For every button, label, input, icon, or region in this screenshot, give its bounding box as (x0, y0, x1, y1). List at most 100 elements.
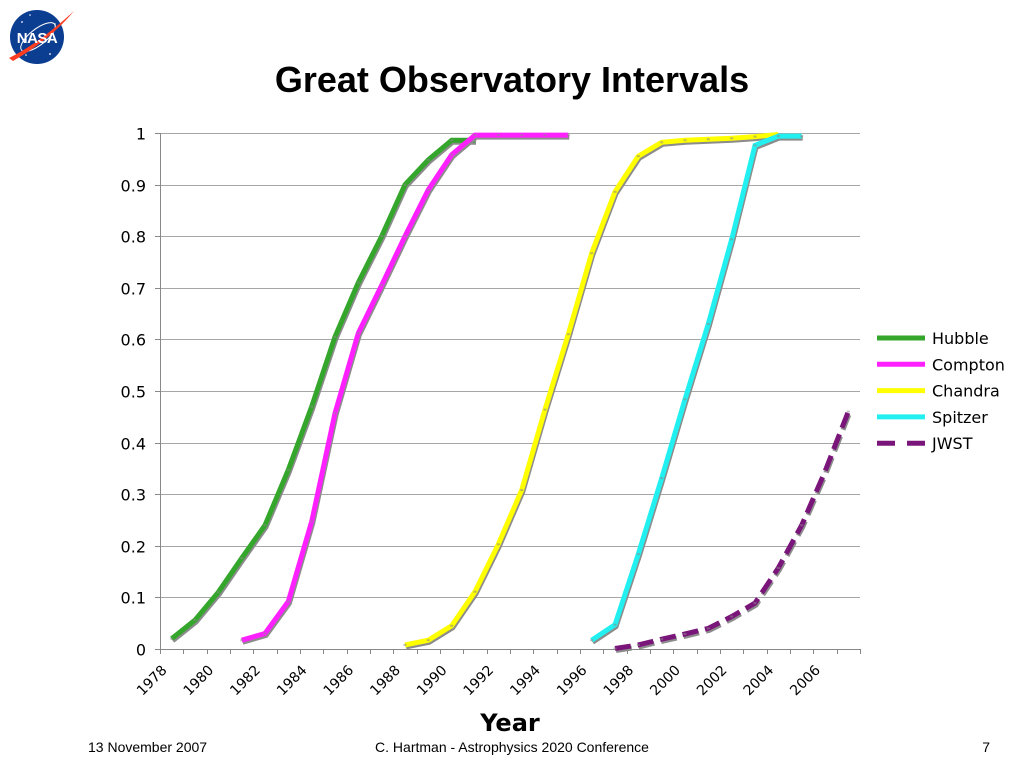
logo-star (49, 53, 51, 55)
data-point-compton-1994 (543, 134, 547, 137)
series-shadow-spitzer (591, 135, 803, 645)
series-compton (240, 132, 570, 645)
series-spitzer (590, 133, 804, 645)
data-point-compton-1995 (566, 134, 570, 137)
x-tick-label: 2006 (787, 662, 824, 699)
data-point-chandra-1993 (520, 489, 524, 492)
legend-item-spitzer: Spitzer (877, 408, 988, 427)
data-point-hubble-1984 (310, 405, 314, 408)
nasa-logo-icon: NASA (9, 10, 74, 64)
y-tick-label: 0.4 (121, 435, 146, 454)
y-tick-label: 0.1 (121, 589, 146, 608)
data-point-hubble-1988 (403, 183, 407, 186)
data-point-hubble-1981 (240, 557, 244, 560)
data-point-chandra-1988 (403, 643, 407, 646)
y-tick-label: 0 (136, 641, 146, 660)
series-line-spitzer (590, 133, 802, 643)
logo-star (54, 23, 56, 25)
series-line-hubble (170, 137, 475, 641)
data-point-chandra-1991 (473, 590, 477, 593)
data-point-chandra-1998 (636, 155, 640, 158)
data-point-spitzer-2003 (753, 144, 757, 147)
footer-date: 13 November 2007 (88, 739, 208, 755)
logo-star (21, 21, 23, 23)
data-point-compton-1986 (356, 332, 360, 335)
data-point-compton-1990 (450, 153, 454, 156)
data-point-spitzer-1997 (613, 623, 617, 626)
x-tick-label: 1996 (554, 662, 591, 699)
legend-label-compton: Compton (932, 355, 1005, 374)
data-point-spitzer-1999 (660, 477, 664, 480)
x-tick-label: 1992 (461, 663, 498, 700)
data-point-compton-1983 (286, 600, 290, 603)
data-point-hubble-1990 (450, 139, 454, 142)
data-point-spitzer-2004 (776, 135, 780, 138)
data-point-chandra-2000 (683, 139, 687, 142)
data-point-jwst-1998 (636, 643, 640, 646)
y-tick-label: 1 (136, 125, 146, 144)
data-point-compton-1993 (520, 134, 524, 137)
series-shadow-compton (242, 134, 570, 645)
data-point-spitzer-2002 (730, 238, 734, 241)
data-point-chandra-1997 (613, 190, 617, 193)
x-tick-label: 1994 (507, 662, 544, 699)
data-point-chandra-1990 (450, 624, 454, 627)
data-point-spitzer-1996 (590, 639, 594, 642)
data-point-jwst-1997 (613, 647, 617, 650)
data-point-compton-1985 (333, 412, 337, 415)
data-point-chandra-2003 (753, 135, 757, 138)
x-tick-label: 1988 (367, 663, 404, 700)
data-point-hubble-1978 (170, 637, 174, 640)
y-tick-label: 0.6 (121, 331, 146, 350)
logo-swoosh (9, 11, 74, 61)
y-tick-label: 0.7 (121, 280, 146, 299)
x-tick-label: 1978 (134, 663, 171, 700)
data-point-compton-1988 (403, 235, 407, 238)
legend-label-jwst: JWST (931, 434, 973, 453)
data-point-jwst-2002 (730, 615, 734, 618)
data-point-hubble-1989 (426, 158, 430, 161)
legend-item-hubble: Hubble (877, 329, 989, 348)
x-tick-label: 1980 (181, 663, 218, 700)
legend-item-chandra: Chandra (877, 382, 1000, 401)
data-point-compton-1987 (380, 284, 384, 287)
x-tick-label: 1998 (601, 663, 638, 700)
data-point-jwst-2007 (846, 410, 850, 413)
logo-star (29, 14, 31, 16)
series-line-jwst (614, 410, 851, 651)
y-tick-label: 0.5 (121, 383, 146, 402)
page-title: Great Observatory Intervals (274, 59, 750, 100)
legend-label-chandra: Chandra (932, 382, 1000, 401)
data-point-compton-1989 (426, 188, 430, 191)
logo-text: NASA (17, 30, 58, 47)
legend-item-compton: Compton (877, 355, 1005, 374)
series-line-compton (241, 132, 569, 643)
data-point-chandra-1994 (543, 408, 547, 411)
data-point-chandra-2002 (730, 137, 734, 140)
data-point-spitzer-1998 (636, 553, 640, 556)
data-point-hubble-1982 (263, 524, 267, 527)
y-tick-label: 0.2 (121, 538, 146, 557)
series-line-chandra (404, 132, 779, 648)
x-tick-label: 2004 (741, 662, 778, 699)
series-chandra (403, 132, 780, 650)
data-point-hubble-1979 (193, 619, 197, 622)
data-point-jwst-1999 (660, 638, 664, 641)
data-point-compton-1982 (263, 632, 267, 635)
x-tick-label: 2002 (694, 663, 731, 700)
data-point-jwst-2004 (776, 567, 780, 569)
legend-item-jwst: JWST (877, 434, 973, 453)
data-point-compton-1991 (473, 134, 477, 137)
x-tick-label: 1986 (321, 662, 358, 699)
legend-label-hubble: Hubble (932, 329, 989, 348)
data-point-jwst-2005 (800, 524, 804, 527)
data-point-chandra-1989 (426, 639, 430, 642)
legend: Hubble Compton Chandra Spitzer JWST (877, 329, 1005, 453)
x-axis-title: Year (480, 709, 540, 737)
x-axis-group: 1978 1980 1982 1984 1986 1988 1990 1992 1994 1996… (134, 649, 861, 699)
data-point-spitzer-2001 (706, 322, 710, 325)
data-point-jwst-2003 (753, 602, 757, 605)
legend-label-spitzer: Spitzer (932, 408, 988, 427)
y-tick-label: 0.9 (121, 177, 146, 196)
